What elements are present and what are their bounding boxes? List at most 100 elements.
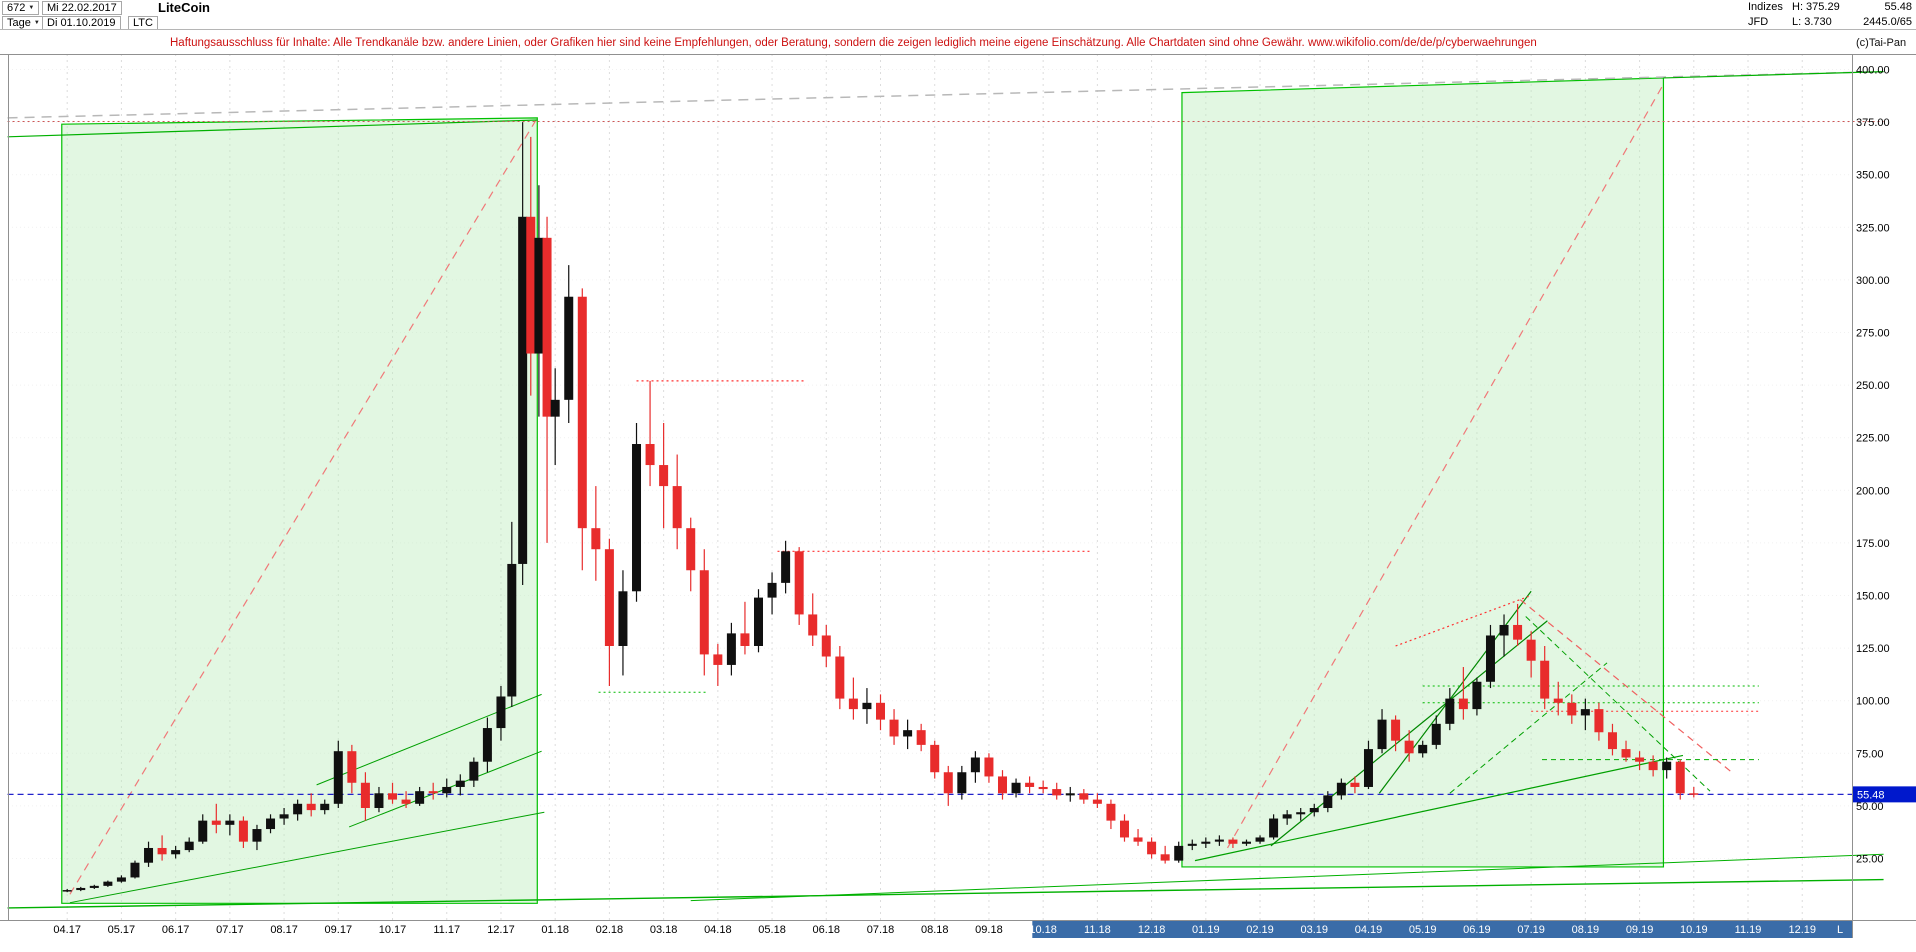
candle-body (1553, 698, 1563, 703)
bars-count-dropdown[interactable]: 672 ▼ (2, 1, 40, 15)
candle-body (1065, 793, 1075, 796)
period-value: Tage (7, 17, 31, 29)
candle-body (1580, 709, 1590, 716)
candle-body (542, 237, 552, 417)
candle-body (428, 791, 438, 794)
candle-body (320, 803, 330, 811)
x-axis-label: 08.18 (921, 924, 949, 936)
candle-body (1607, 732, 1617, 750)
candle-body (507, 563, 517, 697)
long-term-resistance-grey-dashed (7, 70, 1884, 119)
x-axis-label: 12.18 (1138, 924, 1166, 936)
x-axis-label: 10.18 (1029, 924, 1057, 936)
symbol-value: LTC (133, 17, 153, 29)
triangle-green-dashed-rising (1449, 662, 1608, 794)
candle-body (726, 633, 736, 665)
candle-body (1431, 723, 1441, 745)
candle-body (279, 814, 289, 819)
caret-down-icon: ▼ (33, 20, 40, 26)
candle-body (957, 772, 967, 794)
y-axis-label: 175.00 (1856, 538, 1890, 550)
indizes-button[interactable]: Indizes (1748, 1, 1783, 13)
x-axis-label: 06.17 (162, 924, 190, 936)
bars-count-value: 672 (7, 2, 26, 14)
support-2017-green (69, 811, 545, 904)
y-axis-label: 275.00 (1856, 328, 1890, 340)
candle-body (862, 702, 872, 710)
candle-body (1119, 820, 1129, 838)
box2-top-green-extension (1663, 71, 1884, 79)
x-axis-label: 01.19 (1192, 924, 1220, 936)
candle-body (1174, 845, 1184, 861)
candle-body (550, 399, 560, 417)
candle-body (1052, 789, 1062, 796)
candle-body (564, 296, 574, 400)
x-axis-label: 12.17 (487, 924, 515, 936)
x-axis-extra-label: L (1837, 924, 1843, 936)
x-axis-selection-band[interactable] (1032, 921, 1852, 938)
x-axis-label: 07.19 (1517, 924, 1545, 936)
trend-box-2017 (61, 117, 538, 904)
candle-body (198, 820, 208, 842)
candle-body (659, 465, 669, 487)
candle-body (930, 744, 940, 773)
period-low-value: L: 3.730 (1792, 16, 1832, 28)
candle-body (252, 829, 262, 842)
period-dropdown[interactable]: Tage ▼ (2, 16, 45, 30)
candle-body (1011, 782, 1021, 794)
candle-body (781, 551, 791, 583)
x-axis-label: 12.19 (1788, 924, 1816, 936)
candle-body (632, 444, 642, 592)
candle-body (1485, 635, 1495, 682)
toolbar: 672 ▼ Mi 22.02.2017 LiteCoin Indizes H: … (0, 0, 1916, 54)
candle-body (997, 776, 1007, 794)
candle-body (1472, 681, 1482, 710)
candle-body (238, 820, 248, 842)
candle-body (984, 757, 994, 777)
candle-body (1336, 782, 1346, 796)
rally-2019-red-dashed (1226, 83, 1664, 849)
candle-body (1377, 719, 1387, 750)
end-date-field[interactable]: Di 01.10.2019 (42, 16, 121, 30)
candle-body (1025, 782, 1035, 787)
candle-body (526, 216, 536, 354)
x-axis-label: 06.18 (813, 924, 841, 936)
x-axis-label: 10.19 (1680, 924, 1708, 936)
candle-body (1214, 839, 1224, 842)
candle-body (1038, 786, 1048, 790)
candle-body (518, 216, 528, 564)
candle-body (415, 791, 425, 804)
candle-body (943, 772, 953, 794)
candle-body (103, 881, 113, 886)
x-axis-label: 01.18 (541, 924, 569, 936)
x-axis-label: 10.17 (379, 924, 407, 936)
y-axis-label: 150.00 (1856, 591, 1890, 603)
candle-body (808, 614, 818, 636)
header-divider (0, 29, 1916, 30)
symbol-field[interactable]: LTC (128, 16, 158, 30)
y-axis-label: 300.00 (1856, 275, 1890, 287)
candle-body (970, 757, 980, 773)
disclaimer-text: Haftungsausschluss für Inhalte: Alle Tre… (170, 37, 1537, 49)
start-date-field[interactable]: Mi 22.02.2017 (42, 1, 122, 15)
x-axis-label: 05.19 (1409, 924, 1437, 936)
period-high-value: H: 375.29 (1792, 1, 1840, 13)
candle-body (740, 633, 750, 646)
candle-body (916, 730, 926, 745)
candle-body (1106, 803, 1116, 821)
candle-body (1689, 793, 1699, 795)
candle-body (442, 786, 452, 794)
candle-body (1363, 749, 1373, 787)
y-axis-label: 25.00 (1856, 854, 1884, 866)
candle-body (1499, 624, 1509, 636)
candle-body (591, 528, 601, 550)
candle-body (306, 803, 316, 811)
chart-background (0, 54, 1916, 952)
candle-body (604, 549, 614, 646)
y-axis-label: 400.00 (1856, 65, 1890, 77)
candle-body (1662, 761, 1672, 771)
x-axis-label: 08.17 (270, 924, 298, 936)
y-axis-label: 350.00 (1856, 170, 1890, 182)
end-date-value: Di 01.10.2019 (47, 17, 116, 29)
